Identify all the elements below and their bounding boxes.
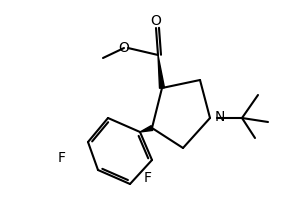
Polygon shape [140,126,153,132]
Polygon shape [158,55,164,88]
Text: O: O [119,41,129,55]
Text: O: O [151,14,161,28]
Text: F: F [58,151,66,165]
Text: N: N [215,110,225,124]
Text: F: F [144,171,152,185]
